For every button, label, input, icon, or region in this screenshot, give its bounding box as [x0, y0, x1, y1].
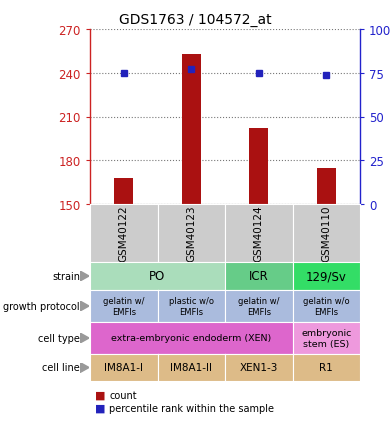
Text: ■: ■ — [95, 403, 106, 413]
Text: GSM40123: GSM40123 — [186, 205, 196, 262]
Polygon shape — [80, 271, 89, 281]
Text: IM8A1-I: IM8A1-I — [104, 363, 143, 373]
Text: GSM40110: GSM40110 — [321, 205, 331, 262]
Bar — [317, 168, 336, 204]
Text: embryonic
stem (ES): embryonic stem (ES) — [301, 329, 351, 348]
Text: GSM40124: GSM40124 — [254, 205, 264, 262]
Text: gelatin w/
EMFls: gelatin w/ EMFls — [103, 296, 145, 316]
Text: plastic w/o
EMFls: plastic w/o EMFls — [169, 296, 214, 316]
Text: R1: R1 — [319, 363, 333, 373]
Text: strain: strain — [52, 271, 80, 281]
Text: growth protocol: growth protocol — [4, 301, 80, 311]
Text: PO: PO — [149, 270, 166, 283]
Text: IM8A1-II: IM8A1-II — [170, 363, 212, 373]
Polygon shape — [80, 363, 89, 373]
Text: cell type: cell type — [38, 333, 80, 343]
Text: gelatin w/
EMFls: gelatin w/ EMFls — [238, 296, 280, 316]
Text: cell line: cell line — [42, 363, 80, 373]
Text: 129/Sv: 129/Sv — [306, 270, 347, 283]
Text: GDS1763 / 104572_at: GDS1763 / 104572_at — [119, 13, 271, 27]
Text: extra-embryonic endoderm (XEN): extra-embryonic endoderm (XEN) — [111, 334, 271, 343]
Text: GSM40122: GSM40122 — [119, 205, 129, 262]
Bar — [249, 129, 268, 204]
Text: percentile rank within the sample: percentile rank within the sample — [109, 403, 274, 413]
Text: ■: ■ — [95, 390, 106, 400]
Text: ICR: ICR — [249, 270, 269, 283]
Bar — [182, 55, 201, 204]
Polygon shape — [80, 301, 89, 311]
Text: count: count — [109, 390, 136, 400]
Text: XEN1-3: XEN1-3 — [239, 363, 278, 373]
Text: gelatin w/o
EMFls: gelatin w/o EMFls — [303, 296, 349, 316]
Bar — [114, 178, 133, 204]
Polygon shape — [80, 333, 89, 343]
